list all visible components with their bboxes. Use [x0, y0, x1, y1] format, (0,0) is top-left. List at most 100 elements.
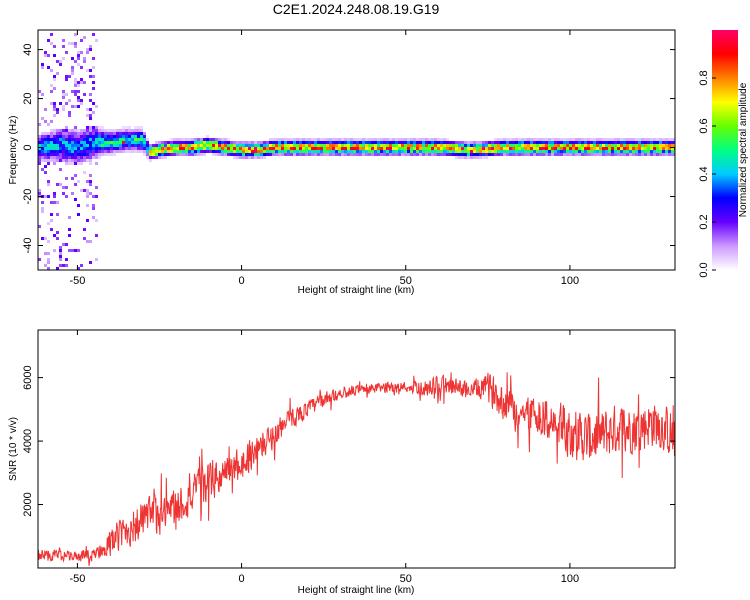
spectrogram-cell	[53, 132, 56, 135]
spectrogram-cell	[116, 147, 119, 150]
spectrogram-cell	[101, 144, 104, 147]
spectrogram-cell	[584, 144, 587, 147]
spectrogram-cell	[56, 135, 59, 138]
spectrogram-cell	[341, 141, 344, 144]
spectrogram-cell	[89, 150, 92, 153]
spectrogram-cell	[599, 147, 602, 150]
figure-title: C2E1.2024.248.08.19.G19	[273, 1, 440, 17]
spectrogram-cell	[509, 138, 512, 141]
spectrogram-cell	[326, 150, 329, 153]
spectrogram-cell	[92, 33, 95, 36]
spectrogram-cell	[401, 138, 404, 141]
spectrogram-cell	[80, 147, 83, 150]
spectrogram-y-tick-label: 0	[22, 144, 34, 150]
spectrogram-cell	[266, 150, 269, 153]
spectrogram-cell	[281, 138, 284, 141]
spectrogram-cell	[422, 147, 425, 150]
spectrogram-cell	[239, 144, 242, 147]
spectrogram-cell	[59, 156, 62, 159]
spectrogram-cell	[104, 153, 107, 156]
spectrogram-cell	[596, 150, 599, 153]
spectrogram-cell	[89, 153, 92, 156]
spectrogram-cell	[464, 153, 467, 156]
spectrogram-cell	[446, 141, 449, 144]
spectrogram-cell	[335, 144, 338, 147]
spectrogram-cell	[38, 225, 41, 228]
spectrogram-cell	[530, 153, 533, 156]
spectrogram-cell	[146, 150, 149, 153]
spectrogram-cell	[47, 267, 50, 270]
spectrogram-heatmap	[38, 33, 675, 270]
spectrogram-cell	[140, 126, 143, 129]
spectrogram-cell	[89, 183, 92, 186]
spectrogram-cell	[101, 129, 104, 132]
spectrogram-cell	[353, 144, 356, 147]
spectrogram-cell	[62, 186, 65, 189]
spectrogram-cell	[74, 183, 77, 186]
spectrogram-cell	[314, 138, 317, 141]
spectrogram-cell	[86, 240, 89, 243]
spectrogram-cell	[500, 138, 503, 141]
spectrogram-cell	[512, 147, 515, 150]
spectrogram-cell	[437, 138, 440, 141]
spectrogram-cell	[92, 87, 95, 90]
spectrogram-cell	[80, 138, 83, 141]
spectrogram-cell	[254, 147, 257, 150]
spectrogram-cell	[260, 147, 263, 150]
spectrogram-cell	[533, 147, 536, 150]
spectrogram-cell	[59, 168, 62, 171]
spectrogram-cell	[524, 144, 527, 147]
spectrogram-cell	[374, 147, 377, 150]
spectrogram-cell	[260, 144, 263, 147]
spectrogram-cell	[509, 144, 512, 147]
spectrogram-cell	[581, 141, 584, 144]
spectrogram-cell	[275, 144, 278, 147]
spectrogram-cell	[557, 138, 560, 141]
spectrogram-cell	[647, 153, 650, 156]
spectrogram-cell	[623, 141, 626, 144]
spectrogram-cell	[668, 150, 671, 153]
spectrogram-cell	[203, 153, 206, 156]
spectrogram-cell	[158, 153, 161, 156]
spectrogram-cell	[368, 138, 371, 141]
spectrogram-cell	[452, 141, 455, 144]
spectrogram-cell	[89, 141, 92, 144]
spectrogram-cell	[656, 147, 659, 150]
spectrogram-cell	[449, 144, 452, 147]
spectrogram-cell	[395, 153, 398, 156]
spectrogram-cell	[479, 141, 482, 144]
spectrogram-cell	[77, 132, 80, 135]
spectrogram-cell	[113, 138, 116, 141]
spectrogram-cell	[41, 66, 44, 69]
spectrogram-cell	[98, 153, 101, 156]
spectrogram-cell	[269, 153, 272, 156]
spectrogram-cell	[263, 153, 266, 156]
spectrogram-cell	[89, 162, 92, 165]
spectrogram-cell	[224, 153, 227, 156]
spectrogram-cell	[569, 138, 572, 141]
spectrogram-cell	[647, 150, 650, 153]
spectrogram-cell	[47, 162, 50, 165]
spectrogram-cell	[248, 141, 251, 144]
spectrogram-cell	[236, 141, 239, 144]
spectrogram-cell	[293, 150, 296, 153]
spectrogram-cell	[548, 150, 551, 153]
spectrogram-cell	[488, 147, 491, 150]
spectrogram-cell	[506, 153, 509, 156]
spectrogram-cell	[179, 147, 182, 150]
spectrogram-cell	[326, 153, 329, 156]
spectrogram-cell	[56, 147, 59, 150]
spectrogram-cell	[407, 144, 410, 147]
spectrogram-cell	[53, 147, 56, 150]
spectrogram-cell	[77, 141, 80, 144]
spectrogram-cell	[482, 144, 485, 147]
spectrogram-cell	[41, 135, 44, 138]
spectrogram-cell	[77, 180, 80, 183]
spectrogram-cell	[650, 150, 653, 153]
spectrogram-cell	[206, 135, 209, 138]
spectrogram-cell	[539, 144, 542, 147]
spectrogram-cell	[170, 150, 173, 153]
colorbar-ticks: 0.00.20.40.60.8	[698, 70, 716, 278]
spectrogram-cell	[617, 147, 620, 150]
spectrogram-cell	[368, 141, 371, 144]
